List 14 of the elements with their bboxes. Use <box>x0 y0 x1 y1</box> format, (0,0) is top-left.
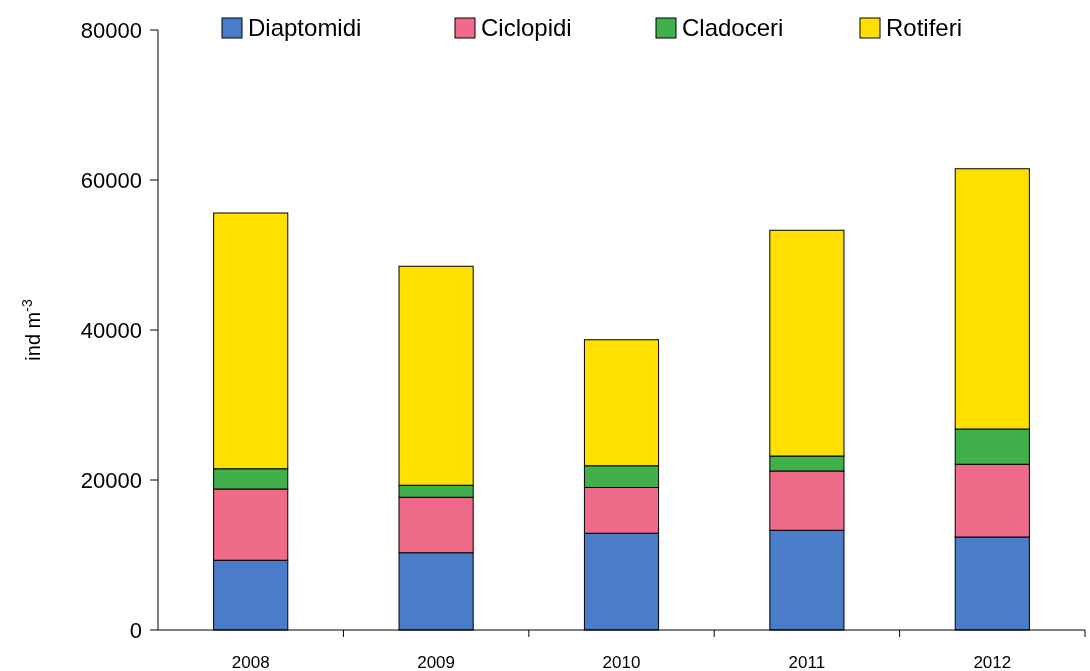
legend-label: Cladoceri <box>682 14 784 42</box>
x-tick-label: 2011 <box>788 653 826 671</box>
y-tick-label: 20000 <box>80 467 142 493</box>
y-tick-label: 40000 <box>80 317 142 343</box>
x-tick-label: 2008 <box>231 653 270 671</box>
legend-label: Diaptomidi <box>248 14 362 42</box>
legend-label: Ciclopidi <box>481 14 572 42</box>
y-tick-label: 60000 <box>80 167 142 193</box>
x-tick-label: 2009 <box>417 653 456 671</box>
legend-label: Rotiferi <box>886 14 963 42</box>
x-tick-label: 2010 <box>602 653 641 671</box>
y-tick-label: 0 <box>129 617 142 643</box>
y-tick-label: 80000 <box>80 17 142 43</box>
x-tick-label: 2012 <box>973 653 1012 671</box>
